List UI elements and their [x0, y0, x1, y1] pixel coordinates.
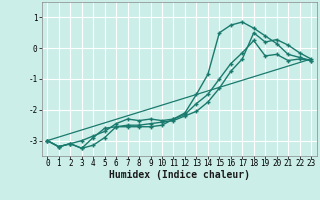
X-axis label: Humidex (Indice chaleur): Humidex (Indice chaleur) [109, 170, 250, 180]
